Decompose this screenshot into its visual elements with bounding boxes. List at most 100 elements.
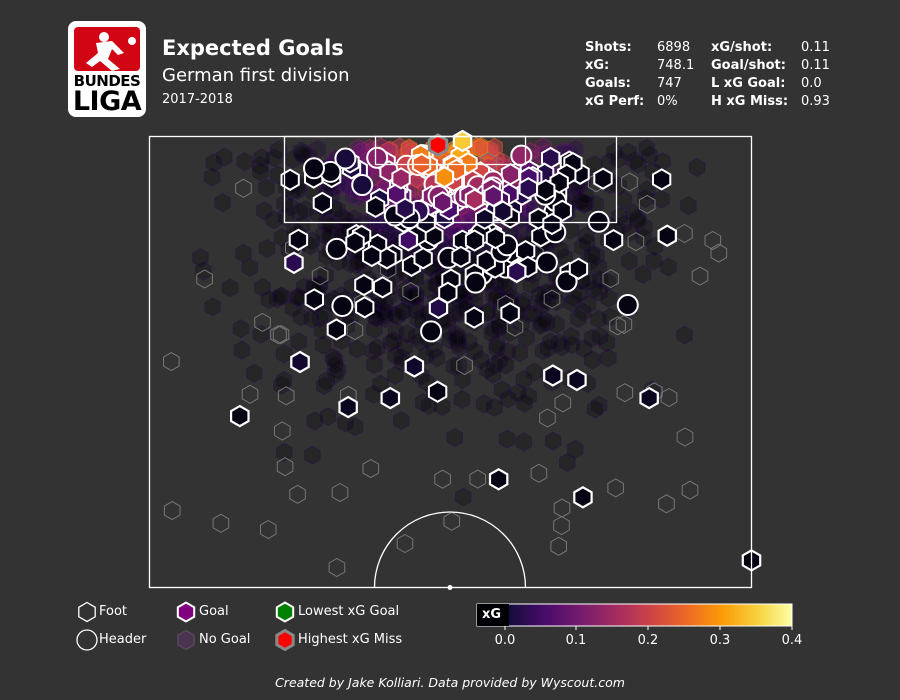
goal-shot-marker [325, 237, 348, 260]
no-goal-shot-hex [397, 284, 415, 304]
no-goal-shot-hex [562, 326, 580, 346]
no-goal-shot-hex [273, 286, 290, 306]
goal-shot-marker [542, 212, 562, 236]
no-goal-shot-hex [518, 328, 535, 348]
logo-text-bundes: BUNDES [73, 72, 141, 90]
no-goal-shot-hex [253, 148, 270, 168]
no-goal-shot-hex [393, 302, 411, 322]
season-label: 2017-2018 [162, 92, 233, 107]
goal-shot-marker [593, 167, 613, 190]
no-goal-shot-hex [515, 291, 533, 311]
no-goal-shot-hex [516, 393, 533, 413]
stat-label-lowest-xg-goal: L xG Goal: [711, 76, 786, 91]
goal-shot-marker [304, 288, 324, 311]
no-goal-shot-hex [353, 141, 370, 161]
no-goal-shot-hex [526, 304, 543, 324]
goal-shot-marker [428, 296, 449, 320]
no-goal-shot-hex [530, 463, 548, 483]
no-goal-shot-hex [387, 322, 405, 342]
no-goal-shot-hex [326, 350, 344, 370]
no-goal-shot-hex [539, 338, 557, 358]
no-goal-shot-hex [485, 319, 503, 339]
chart-subtitle: German first division [162, 65, 350, 86]
no-goal-shot-hex [163, 501, 181, 521]
no-goal-shot-hex [600, 288, 617, 308]
goal-shot-marker [507, 260, 527, 284]
no-goal-shot-hex [638, 194, 656, 214]
legend-markers [76, 601, 295, 652]
no-goal-shot-hex [584, 350, 601, 370]
no-goal-shot-hex [289, 484, 306, 504]
no-goal-shot-hex [196, 269, 213, 289]
no-goal-shot-hex [274, 421, 291, 441]
highest-xg-miss-marker [427, 133, 449, 157]
no-goal-shot-hex [337, 413, 354, 433]
logo-text-liga: LIGA [72, 86, 142, 117]
no-goal-shot-hex [375, 302, 393, 322]
no-goal-shot-hex [282, 197, 299, 217]
goal-shot-marker [464, 271, 487, 294]
no-goal-shot-hex [571, 191, 589, 211]
goal-shot-marker [433, 191, 453, 214]
no-goal-shot-hex [387, 346, 404, 366]
no-goal-shot-hex [599, 272, 616, 292]
no-goal-shot-hex [450, 355, 467, 376]
no-goal-shot-hex [385, 331, 402, 351]
no-goal-shot-hex [583, 328, 601, 348]
goal-shot-marker [351, 174, 374, 197]
goal-shot-marker [362, 244, 382, 268]
no-goal-shot-hex [398, 324, 416, 344]
no-goal-shot-hex [625, 203, 642, 223]
center-spot [447, 585, 453, 590]
no-goal-shot-hex [538, 313, 556, 333]
colorbar-tick-label: 0.1 [565, 633, 587, 648]
no-goal-shot-hex [509, 383, 527, 403]
goal-shot-marker [573, 486, 593, 509]
no-goal-shot-hex [472, 350, 489, 370]
goal-shot-marker [331, 295, 354, 318]
stat-value-lowest-xg-goal: 0.0 [801, 76, 822, 91]
no-goal-shot-hex [258, 178, 275, 198]
no-goal-shot-hex [270, 140, 287, 160]
goal-shot-marker [510, 144, 533, 167]
no-goal-shot-hex [260, 519, 277, 540]
no-goal-shot-hex [569, 308, 587, 329]
legend-no-goal-icon [177, 629, 195, 651]
legend-goal-icon [176, 601, 196, 623]
no-goal-shot-hex [376, 301, 393, 321]
no-goal-shot-hex [539, 408, 556, 428]
no-goal-shot-hex [611, 206, 628, 227]
no-goal-shot-hex [204, 297, 221, 317]
no-goal-shot-hex [553, 515, 570, 536]
no-goal-shot-hex [331, 482, 349, 503]
no-goal-shot-hex [163, 352, 180, 372]
no-goal-shot-hex [443, 511, 460, 531]
stat-label-xg: xG: [585, 58, 610, 73]
no-goal-shot-hex [484, 364, 502, 384]
no-goal-shot-hex [553, 337, 570, 357]
goal-shot-marker [500, 163, 521, 186]
center-circle-arc [373, 511, 527, 588]
goal-shot-marker [485, 226, 506, 250]
no-goal-shot-hex [559, 452, 576, 472]
no-goal-shot-hex [455, 487, 472, 507]
no-goal-shot-hex [601, 152, 618, 172]
no-goal-shot-hex [276, 457, 294, 477]
stat-value-xg: 748.1 [657, 58, 695, 73]
no-goal-shot-hex [626, 151, 644, 171]
no-goal-shot-hex [304, 445, 321, 465]
no-goal-shot-hex [252, 162, 269, 182]
no-goal-shot-hex [658, 494, 675, 514]
no-goal-shot-hex [192, 248, 209, 268]
goal-shot-marker [398, 228, 419, 252]
legend-label-no-goal: No Goal [199, 632, 251, 647]
stat-value-goal-per-shot: 0.11 [801, 58, 830, 73]
goal-shot-marker [652, 168, 672, 191]
colorbar-tick-label: 0.4 [781, 633, 803, 648]
no-goal-shot-hex [215, 147, 233, 167]
goal-shot-marker [391, 167, 411, 190]
no-goal-shot-hex [681, 480, 699, 500]
goal-shot-marker [543, 364, 563, 387]
goal-shot-marker [354, 273, 374, 297]
